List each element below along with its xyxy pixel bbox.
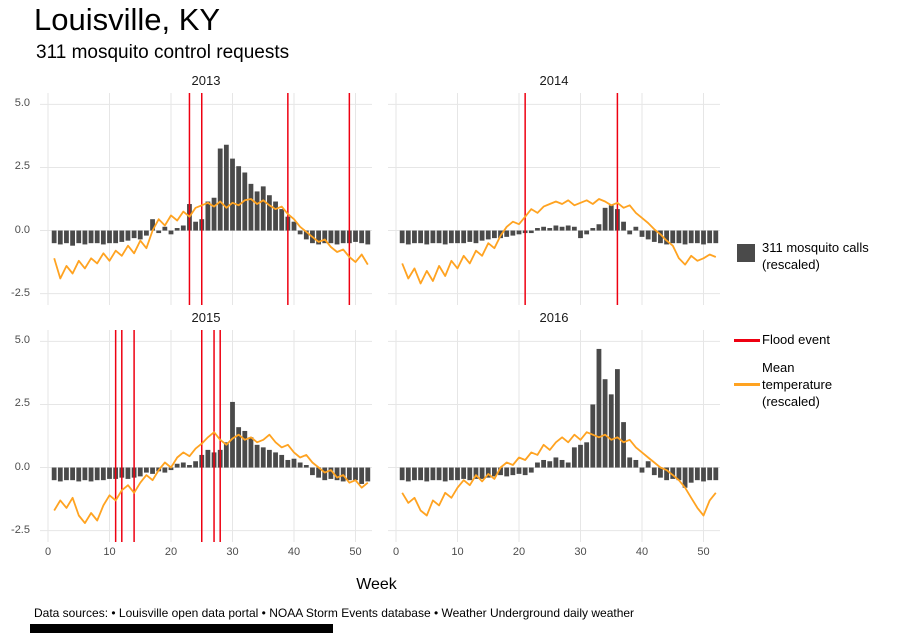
y-axis-labels-row2: 5.0 2.5 0.0 -2.5 — [0, 330, 34, 542]
bottom-black-bar — [30, 624, 333, 633]
calls-legend-label: 311 mosquito calls (rescaled) — [762, 240, 869, 272]
temperature-line — [401, 431, 717, 517]
panel-title-2014: 2014 — [539, 73, 569, 88]
temperature-line — [53, 198, 369, 280]
y-axis-labels-row1: 5.0 2.5 0.0 -2.5 — [0, 93, 34, 305]
flood-legend-label: Flood event — [762, 332, 830, 347]
y-tick-label: 2.5 — [14, 160, 30, 173]
panel-title-2016: 2016 — [539, 310, 569, 325]
x-axis-title: Week — [356, 576, 397, 593]
x-tick-label: 40 — [288, 546, 300, 558]
panel-2016-chart: 0 10 20 30 40 50 — [388, 330, 720, 558]
page-subtitle: 311 mosquito control requests — [36, 42, 290, 63]
y-tick-label: 0.0 — [14, 460, 30, 473]
flood-event-lines — [524, 93, 619, 305]
x-tick-label: 20 — [513, 546, 525, 558]
temperature-line — [53, 431, 369, 525]
x-tick-label: 20 — [165, 546, 177, 558]
calls-bars — [399, 205, 719, 245]
x-tick-labels: 0 10 20 30 40 50 — [393, 546, 710, 558]
x-tick-label: 10 — [103, 546, 115, 558]
x-tick-label: 30 — [226, 546, 238, 558]
panel-2014-chart — [388, 93, 720, 305]
gridlines — [40, 93, 372, 305]
x-tick-label: 50 — [697, 546, 709, 558]
x-tick-labels: 0 10 20 30 40 50 — [45, 546, 362, 558]
gridlines — [40, 330, 372, 542]
temperature-legend-label: Mean temperature (rescaled) — [762, 360, 833, 409]
temperature-legend-swatch — [734, 383, 760, 386]
y-tick-label: 5.0 — [14, 97, 30, 110]
calls-bars — [399, 348, 719, 488]
y-tick-label: 2.5 — [14, 397, 30, 410]
y-tick-label: 5.0 — [14, 334, 30, 347]
flood-event-lines — [188, 93, 351, 305]
panel-title-2015: 2015 — [191, 310, 221, 325]
page-title: Louisville, KY — [34, 2, 221, 37]
y-tick-label: -2.5 — [11, 523, 30, 536]
x-tick-label: 10 — [451, 546, 463, 558]
x-tick-label: 30 — [574, 546, 586, 558]
panel-2015-chart: 0 10 20 30 40 50 — [40, 330, 372, 558]
flood-legend-swatch — [734, 339, 760, 342]
data-sources-footer: Data sources: • Louisville open data por… — [34, 606, 635, 620]
y-tick-label: -2.5 — [11, 286, 30, 299]
x-tick-label: 0 — [393, 546, 399, 558]
x-tick-label: 40 — [636, 546, 648, 558]
panel-title-2013: 2013 — [191, 73, 221, 88]
flood-event-lines — [114, 330, 221, 542]
panel-2013-chart — [40, 93, 372, 305]
y-tick-label: 0.0 — [14, 223, 30, 236]
gridlines — [388, 93, 720, 305]
temperature-line — [401, 198, 717, 285]
x-tick-label: 0 — [45, 546, 51, 558]
gridlines — [388, 330, 720, 542]
calls-legend-swatch — [737, 244, 755, 262]
x-tick-label: 50 — [349, 546, 361, 558]
